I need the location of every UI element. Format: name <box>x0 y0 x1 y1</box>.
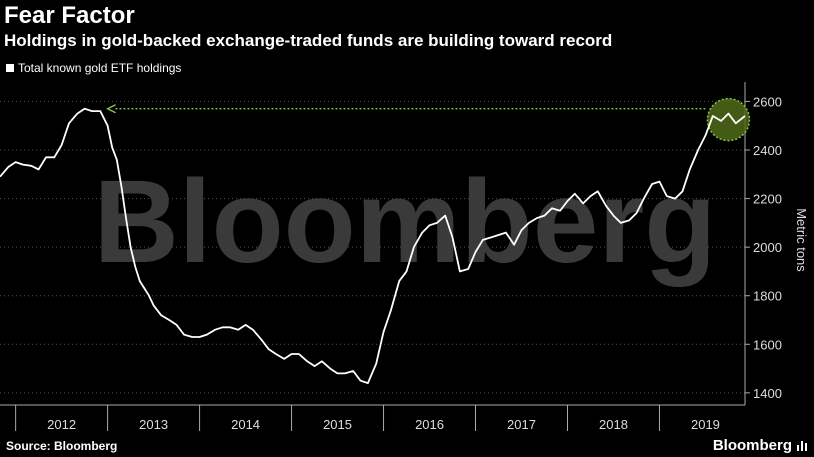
brand-logo: Bloomberg <box>712 437 792 454</box>
y-tick-label-2200: 2200 <box>753 192 782 207</box>
arrow-head <box>106 104 116 114</box>
source-note: Source: Bloomberg <box>6 439 118 453</box>
y-axis: 1400 1600 1800 2000 2200 2400 2600 <box>744 82 782 405</box>
bar-chart-icon <box>797 441 807 451</box>
highlight-circle <box>706 97 751 142</box>
x-tick-label-2015: 2015 <box>323 417 352 432</box>
x-tick-label-2014: 2014 <box>231 417 260 432</box>
y-axis-label: Metric tons <box>794 208 809 272</box>
series-line-gold-etf <box>0 107 746 384</box>
y-tick-label-2400: 2400 <box>753 143 782 158</box>
chart-subtitle: Holdings in gold-backed exchange-traded … <box>4 31 613 50</box>
watermark: Bloomberg <box>94 156 717 288</box>
chart-title: Fear Factor <box>4 2 135 29</box>
x-tick-label-2013: 2013 <box>139 417 168 432</box>
legend-swatch <box>6 64 14 72</box>
x-tick-label-2012: 2012 <box>47 417 76 432</box>
legend-label: Total known gold ETF holdings <box>18 61 182 75</box>
y-tick-label-2000: 2000 <box>753 240 782 255</box>
legend: Total known gold ETF holdings <box>6 61 181 75</box>
x-tick-label-2016: 2016 <box>415 417 444 432</box>
x-tick-label-2017: 2017 <box>507 417 536 432</box>
y-tick-label-1800: 1800 <box>753 289 782 304</box>
annotations <box>106 97 751 142</box>
y-tick-label-2600: 2600 <box>753 94 782 109</box>
y-tick-label-1400: 1400 <box>753 386 782 401</box>
grid <box>0 100 745 394</box>
x-tick-label-2019: 2019 <box>691 417 720 432</box>
x-axis: 2012 2013 2014 2015 2016 2017 2018 2019 <box>0 404 745 432</box>
y-tick-label-1600: 1600 <box>753 337 782 352</box>
x-tick-label-2018: 2018 <box>599 417 628 432</box>
